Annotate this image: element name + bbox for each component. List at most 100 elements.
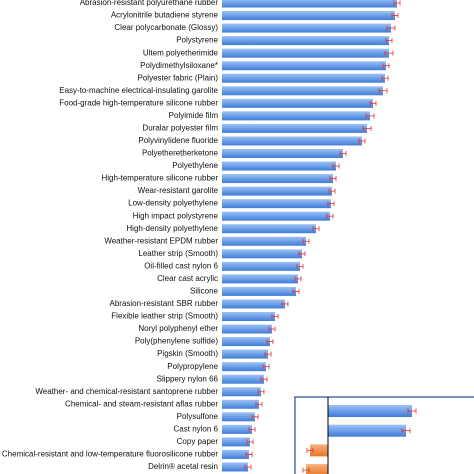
y-tick-label: Polysulfone <box>177 412 219 421</box>
error-bar <box>262 364 270 370</box>
bar <box>222 449 249 459</box>
bar <box>222 312 275 321</box>
bar <box>222 412 255 422</box>
error-bar <box>386 25 396 31</box>
bar <box>222 249 302 259</box>
bar <box>222 299 285 309</box>
y-tick-label: Flexible leather strip (Smooth) <box>111 312 218 321</box>
error-bar <box>298 251 306 257</box>
y-tick-label: Silicone <box>190 287 219 296</box>
y-tick-label: Oil-filled cast nylon 6 <box>144 261 218 270</box>
bar <box>222 111 370 121</box>
error-bar <box>385 38 393 44</box>
error-bar <box>246 439 254 445</box>
error-bar <box>384 50 394 56</box>
y-tick-label: Polyimide film <box>169 111 219 120</box>
error-bar <box>382 63 390 69</box>
bar <box>222 211 330 221</box>
error-bar <box>264 351 272 357</box>
y-tick-label: Food-grade high-temperature silicone rub… <box>59 98 218 107</box>
error-bar <box>281 301 289 307</box>
y-tick-label: Low-density polyethylene <box>128 199 218 208</box>
y-tick-label: Delrin® acetal resin <box>148 462 218 471</box>
bar <box>222 36 389 46</box>
error-bar <box>369 100 377 106</box>
error-bar <box>268 326 276 332</box>
y-tick-label: Duralar polyester film <box>142 124 218 133</box>
bar <box>222 337 270 347</box>
y-tick-label: Clear polycarbonate (Glossy) <box>114 23 218 32</box>
error-bar <box>251 414 259 420</box>
bar <box>222 186 332 196</box>
bar <box>222 261 300 271</box>
error-bar <box>339 150 347 156</box>
y-tick-label: Pigskin (Smooth) <box>157 349 218 358</box>
y-tick-label: High-density polyethylene <box>126 224 218 233</box>
y-tick-label: Abrasion-resistant polyurethane rubber <box>80 0 219 7</box>
bar <box>222 387 261 397</box>
y-tick-label: Polypropylene <box>167 362 218 371</box>
error-bar <box>302 238 310 244</box>
bar <box>222 349 268 359</box>
error-bar <box>312 226 320 232</box>
bar <box>222 324 272 334</box>
bar <box>222 424 252 434</box>
bar <box>222 437 250 447</box>
error-bar <box>326 213 334 219</box>
bar <box>222 0 397 8</box>
error-bar <box>248 426 256 432</box>
y-tick-label: Polyetheretherketone <box>142 149 219 158</box>
error-bar <box>306 447 314 453</box>
y-tick-label: Wear-resistant garolite <box>138 186 219 195</box>
bar <box>306 464 328 474</box>
bar <box>222 23 391 33</box>
bar <box>222 148 343 158</box>
error-bar <box>245 451 253 457</box>
error-bar <box>362 125 372 131</box>
bar <box>222 362 266 372</box>
bar <box>222 286 296 296</box>
bar <box>222 236 306 246</box>
y-tick-label: High-temperature silicone rubber <box>102 174 219 183</box>
y-tick-label: Leather strip (Smooth) <box>138 249 218 258</box>
bar <box>328 424 406 437</box>
y-tick-label: Polyvinylidene fluoride <box>138 136 218 145</box>
bar <box>222 224 316 234</box>
y-tick-label: Copy paper <box>177 437 219 446</box>
error-bar <box>329 176 337 182</box>
error-bar <box>332 163 340 169</box>
y-tick-label: Easy-to-machine electrical-insulating ga… <box>59 86 218 95</box>
y-tick-label: Noryl polyphenyl ether <box>138 324 218 333</box>
bar <box>222 123 367 133</box>
bar <box>222 274 298 284</box>
y-tick-label: Slippery nylon 66 <box>157 374 219 383</box>
bar <box>222 174 333 184</box>
bar <box>222 374 264 384</box>
error-bar <box>302 467 310 473</box>
bar <box>328 405 412 417</box>
error-bar <box>271 314 279 319</box>
bar <box>222 48 389 58</box>
y-tick-label: Ultem polyetherimide <box>143 48 219 57</box>
bar <box>310 444 328 457</box>
y-tick-label: Polyester fabric (Plain) <box>138 73 219 82</box>
error-bar <box>327 201 335 207</box>
y-tick-label: Polystyrene <box>176 36 218 45</box>
error-bar <box>328 188 336 194</box>
bar <box>222 86 383 96</box>
bar <box>222 73 385 83</box>
y-tick-label: Chemical- and steam-resistant aflas rubb… <box>65 399 218 408</box>
bar <box>222 98 373 108</box>
error-bar <box>381 75 389 81</box>
error-bar <box>407 408 417 414</box>
bar <box>222 11 395 21</box>
error-bar <box>244 464 252 470</box>
y-tick-label: Cast nylon 6 <box>174 424 219 433</box>
y-tick-label: Clear cast acrylic <box>157 274 218 283</box>
error-bar <box>391 13 399 19</box>
error-bar <box>401 428 411 434</box>
y-tick-label: Polydimethylsiloxane* <box>140 61 218 70</box>
error-bar <box>255 401 263 407</box>
